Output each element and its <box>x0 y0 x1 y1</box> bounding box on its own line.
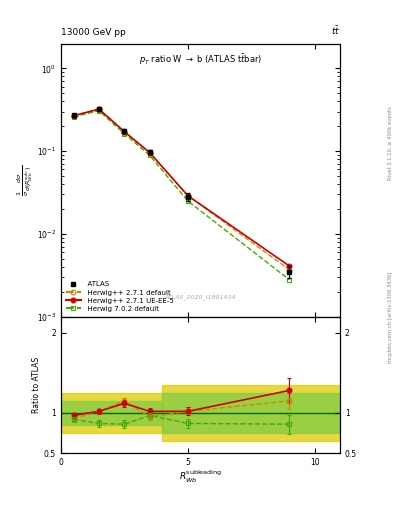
Text: 13000 GeV pp: 13000 GeV pp <box>61 28 126 37</box>
Text: Rivet 3.1.10, ≥ 400k events: Rivet 3.1.10, ≥ 400k events <box>387 106 393 180</box>
Legend:   ATLAS,   Herwig++ 2.7.1 default,   Herwig++ 2.7.1 UE-EE-5,   Herwig 7.0.2 defa: ATLAS, Herwig++ 2.7.1 default, Herwig++ … <box>63 279 177 314</box>
Y-axis label: Ratio to ATLAS: Ratio to ATLAS <box>32 357 41 413</box>
X-axis label: $R_{Wb}^{\rm subleading}$: $R_{Wb}^{\rm subleading}$ <box>179 468 222 485</box>
Text: mcplots.cern.ch [arXiv:1306.3436]: mcplots.cern.ch [arXiv:1306.3436] <box>387 272 393 363</box>
Text: ATLAS_2020_I1801434: ATLAS_2020_I1801434 <box>165 294 236 300</box>
Y-axis label: $\frac{1}{\sigma}\frac{d\sigma}{d(R_{Wb}^{\rm sub.})}$: $\frac{1}{\sigma}\frac{d\sigma}{d(R_{Wb}… <box>16 164 35 196</box>
Text: $t\bar{t}$: $t\bar{t}$ <box>331 24 340 37</box>
Text: $p_T$ ratio W $\rightarrow$ b (ATLAS t$\bar{t}$bar): $p_T$ ratio W $\rightarrow$ b (ATLAS t$\… <box>139 52 262 67</box>
